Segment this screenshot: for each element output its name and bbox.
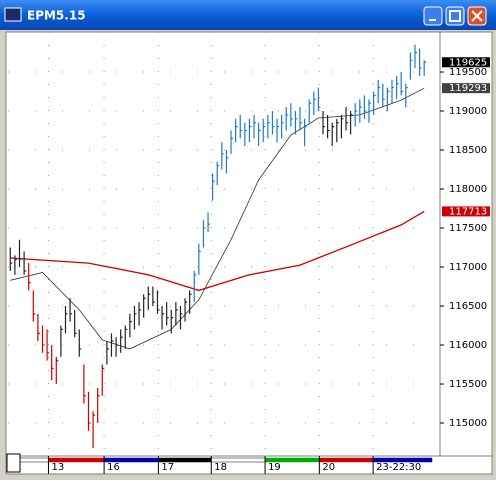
y-tick-label: 119000	[449, 106, 487, 117]
price-tag	[442, 206, 490, 217]
moving-average	[10, 210, 425, 292]
scroll-box	[6, 453, 21, 473]
window-buttons[interactable]	[423, 6, 487, 26]
x-tick-label: 19	[268, 462, 281, 473]
x-tick-label: 16	[107, 462, 120, 473]
x-tick-label: 17	[161, 462, 174, 473]
price-tag-label: 119625	[449, 57, 487, 68]
price-tag	[442, 83, 490, 94]
y-tick-label: 116500	[449, 301, 487, 312]
price-tag-label: 117713	[449, 206, 487, 217]
price-tag	[442, 57, 490, 68]
y-tick-label: 115500	[449, 379, 487, 390]
close-icon	[471, 10, 483, 22]
y-tick-label: 117500	[449, 223, 487, 234]
y-tick-label: 116000	[449, 340, 487, 351]
y-tick-label: 119500	[449, 67, 487, 78]
x-tick-label: 20	[322, 462, 335, 473]
moving-average	[10, 87, 425, 350]
y-tick-label: 118000	[449, 184, 487, 195]
app-icon	[4, 7, 22, 22]
minimize-button[interactable]	[423, 6, 443, 26]
window-title: EPM5.15	[27, 9, 86, 23]
y-tick-label: 118500	[449, 145, 487, 156]
price-tag-label: 119293	[449, 83, 487, 94]
maximize-icon	[449, 10, 461, 22]
y-tick-label: 117000	[449, 262, 487, 273]
title-bar	[0, 0, 496, 30]
y-tick-label: 115000	[449, 418, 487, 429]
maximize-button[interactable]	[445, 6, 465, 26]
x-tick-label: 23-22:30	[376, 462, 421, 473]
x-tick-label: 13	[51, 462, 64, 473]
chart-panel	[5, 31, 493, 475]
x-tick-label: 18	[214, 462, 227, 473]
